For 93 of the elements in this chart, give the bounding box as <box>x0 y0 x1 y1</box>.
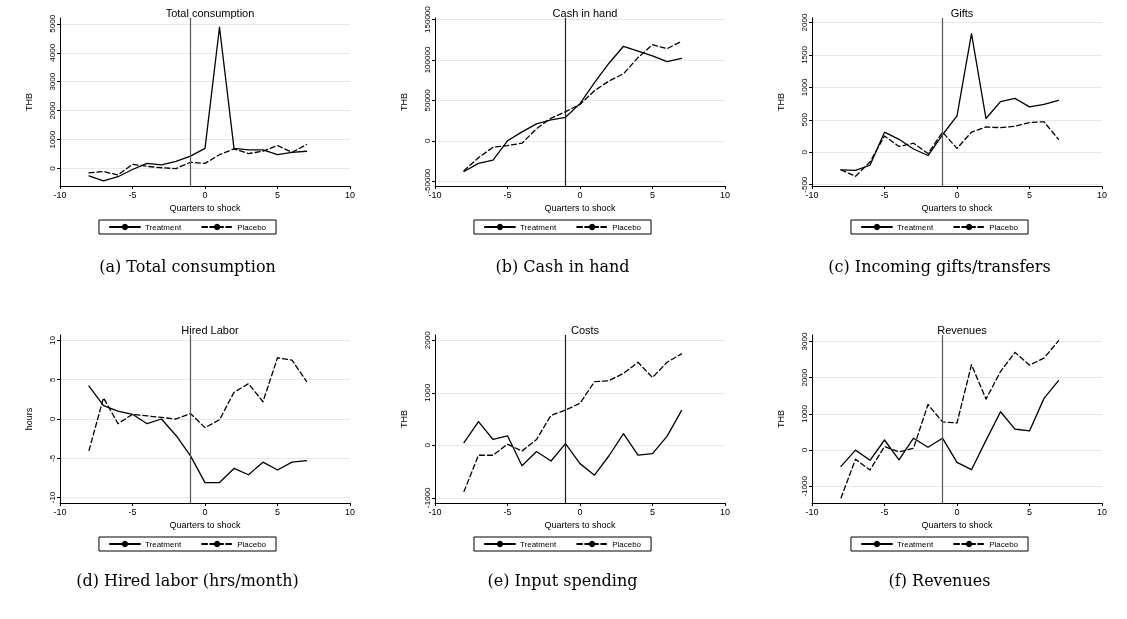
x-tick-label: 0 <box>577 506 583 517</box>
x-axis-title: Quarters to shock <box>921 203 994 214</box>
x-tick-label: -5 <box>128 189 137 200</box>
text: (c) Incoming gifts/transfers <box>828 256 1051 276</box>
legend-label: Treatment <box>144 222 182 232</box>
chart-title: Cash in hand <box>552 6 618 19</box>
x-tick-label: 10 <box>344 506 356 517</box>
y-tick-label: -1000 <box>799 475 809 497</box>
y-tick-label: 100000 <box>422 46 432 74</box>
x-axis-title: Quarters to shock <box>169 203 242 214</box>
legend-label: Treatment <box>144 539 182 549</box>
legend-label: Placebo <box>612 539 642 549</box>
x-tick-label: 5 <box>274 506 281 517</box>
chart-title: Total consumption <box>165 6 255 19</box>
x-tick-label: 0 <box>202 506 208 517</box>
y-tick-label: 3000 <box>799 332 809 351</box>
y-axis-title: THB <box>775 410 786 428</box>
x-tick-label: 10 <box>1096 189 1108 200</box>
text: (a) Total consumption <box>99 256 276 276</box>
x-tick-label: -5 <box>503 506 512 517</box>
x-tick-label: -5 <box>880 506 889 517</box>
y-axis-title: THB <box>398 93 409 111</box>
legend-label: Placebo <box>989 222 1019 232</box>
legend-label: Treatment <box>519 539 557 549</box>
y-axis-title: THB <box>775 93 786 111</box>
line-series <box>463 353 683 493</box>
y-tick-label: 2000 <box>799 13 809 32</box>
x-tick-label: -5 <box>503 189 512 200</box>
text: (d) Hired labor (hrs/month) <box>76 570 299 590</box>
y-axis-title: THB <box>23 93 34 111</box>
y-tick-label: 2000 <box>799 368 809 387</box>
y-tick-label: 0 <box>47 165 57 171</box>
y-tick-label: 2000 <box>422 330 432 350</box>
y-tick-label: -500 <box>799 176 809 193</box>
y-tick-label: 1000 <box>799 77 809 97</box>
y-tick-label: 0 <box>422 138 432 143</box>
y-tick-label: -5 <box>47 454 57 462</box>
chart-title: Revenues <box>937 323 988 336</box>
y-tick-label: 0 <box>422 442 432 448</box>
x-tick-label: 10 <box>344 189 356 200</box>
y-axis-title: THB <box>398 410 409 428</box>
y-tick-label: 2000 <box>47 101 57 120</box>
x-axis-title: Quarters to shock <box>921 520 994 531</box>
x-tick-label: -5 <box>880 189 889 200</box>
chart-title: Costs <box>570 323 600 336</box>
y-tick-label: 1000 <box>422 383 432 402</box>
legend-label: Treatment <box>896 222 934 232</box>
x-tick-label: 0 <box>577 189 583 200</box>
legend-label: Treatment <box>519 222 557 232</box>
y-tick-label: 500 <box>799 112 809 127</box>
y-tick-label: 0 <box>799 149 809 155</box>
x-tick-label: 0 <box>202 189 208 200</box>
chart-title: Gifts <box>950 6 974 19</box>
x-tick-label: 5 <box>649 506 656 517</box>
y-tick-label: 1000 <box>47 130 57 149</box>
y-tick-label: 4000 <box>47 43 57 62</box>
x-tick-label: 10 <box>719 506 731 517</box>
legend-label: Treatment <box>896 539 934 549</box>
y-tick-label: -10 <box>47 491 57 504</box>
x-axis-title: Quarters to shock <box>544 203 617 214</box>
chart-title: Hired Labor <box>181 323 240 336</box>
y-tick-label: -1000 <box>422 486 432 508</box>
y-tick-label: 5 <box>47 376 57 382</box>
text: (b) Cash in hand <box>495 256 630 276</box>
y-tick-label: 0 <box>47 416 57 422</box>
legend-label: Placebo <box>237 539 267 549</box>
y-axis-title: hours <box>23 407 34 431</box>
y-tick-label: 5000 <box>47 14 57 33</box>
x-tick-label: -5 <box>128 506 137 517</box>
x-tick-label: 10 <box>719 189 731 200</box>
legend-label: Placebo <box>989 539 1019 549</box>
x-tick-label: 5 <box>649 189 656 200</box>
legend-label: Placebo <box>612 222 642 232</box>
x-tick-label: 5 <box>274 189 281 200</box>
legend-label: Placebo <box>237 222 267 232</box>
x-tick-label: 0 <box>954 189 960 200</box>
y-tick-label: 1000 <box>799 404 809 423</box>
y-tick-label: 0 <box>799 447 809 453</box>
line-series <box>840 340 1060 499</box>
x-axis-title: Quarters to shock <box>169 520 242 531</box>
y-tick-label: -50000 <box>422 168 432 194</box>
text: (f) Revenues <box>888 570 991 590</box>
y-tick-label: 3000 <box>47 72 57 91</box>
x-axis-title: Quarters to shock <box>544 520 617 531</box>
x-tick-label: 5 <box>1026 506 1033 517</box>
x-tick-label: 5 <box>1026 189 1033 200</box>
y-tick-label: 10 <box>47 335 57 345</box>
x-tick-label: 10 <box>1096 506 1108 517</box>
text: (e) Input spending <box>487 570 638 590</box>
x-tick-label: 0 <box>954 506 960 517</box>
y-tick-label: 150000 <box>422 5 432 33</box>
y-tick-label: 50000 <box>422 88 432 112</box>
y-tick-label: 1500 <box>799 45 809 64</box>
